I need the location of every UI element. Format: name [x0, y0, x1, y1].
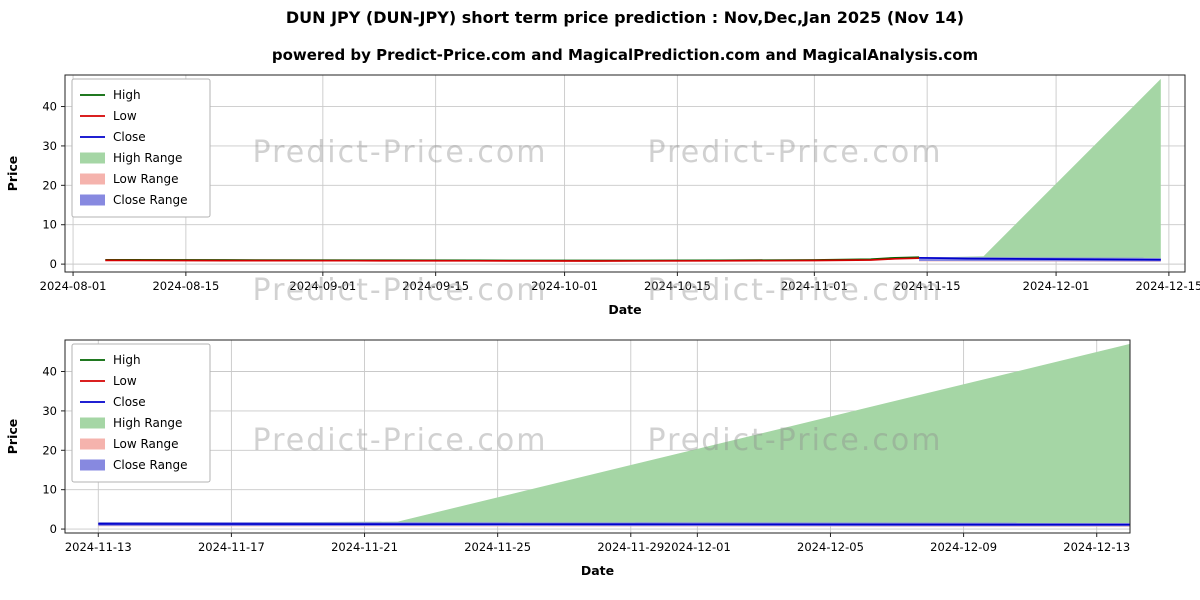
- series-low: [105, 257, 920, 262]
- legend: High Low Close High Range Low Range Close Ran…: [71, 78, 211, 218]
- x-tick-label: 2024-10-15: [644, 279, 711, 293]
- y-tick-label: 10: [42, 218, 57, 232]
- x-tick-label: 2024-11-13: [65, 540, 132, 554]
- legend-swatch-close-range: [80, 459, 105, 471]
- bottom-chart: 2024-11-13 2024-11-17 2024-11-21 2024-11-25…: [0, 335, 1200, 600]
- figure-title: DUN JPY (DUN-JPY) short term price predi…: [285, 8, 965, 27]
- x-axis-label: Date: [608, 302, 641, 317]
- legend-label: High: [113, 353, 141, 367]
- legend-label: High: [113, 88, 141, 102]
- series-high-range: [919, 78, 1161, 261]
- series-close: [919, 256, 1161, 261]
- x-tick-label: 2024-11-15: [894, 279, 961, 293]
- y-tick-label: 30: [42, 404, 57, 418]
- watermark-text: Predict-Price.com: [253, 135, 548, 170]
- y-tick-label: 10: [42, 483, 57, 497]
- legend-label: High Range: [113, 151, 182, 165]
- legend-swatch-low-range: [80, 173, 105, 185]
- watermark-text: Predict-Price.com: [253, 273, 548, 308]
- legend: High Low Close High Range Low Range Close Ran…: [71, 343, 211, 483]
- watermark-text: Predict-Price.com: [648, 273, 943, 308]
- y-tick-label: 40: [42, 100, 57, 114]
- legend-label: Close Range: [113, 193, 188, 207]
- plot-area: [65, 75, 1185, 272]
- x-tick-label: 2024-11-21: [331, 540, 398, 554]
- figure-subtitle: powered by Predict-Price.com and Magical…: [271, 46, 979, 64]
- x-tick-label: 2024-09-01: [289, 279, 356, 293]
- watermark-text: Predict-Price.com: [648, 423, 943, 458]
- x-tick-label: 2024-12-09: [930, 540, 997, 554]
- legend-swatch-high-range: [80, 417, 105, 429]
- x-tick-label: 2024-10-01: [531, 279, 598, 293]
- watermark-text: Predict-Price.com: [253, 423, 548, 458]
- x-tick-label: 2024-12-01: [1023, 279, 1090, 293]
- chart-canvas: 2024-08-01 2024-08-15 2024-09-01 2024-09-15…: [5, 74, 1200, 317]
- y-tick-label: 20: [42, 178, 57, 192]
- legend-swatch-close-range: [80, 194, 105, 206]
- legend-label: Close: [113, 130, 146, 144]
- legend-label: Low Range: [113, 437, 178, 451]
- y-axis-label: Price: [5, 419, 20, 455]
- legend-swatch-low-range: [80, 438, 105, 450]
- y-tick-label: 30: [42, 139, 57, 153]
- plot-border: [64, 339, 1131, 534]
- y-axis-label: Price: [5, 156, 20, 192]
- top-chart: 2024-08-01 2024-08-15 2024-09-01 2024-09-15…: [0, 70, 1200, 335]
- legend-swatch-high-range: [80, 152, 105, 164]
- x-axis-label: Date: [581, 563, 614, 578]
- x-tick-label: 2024-12-01: [664, 540, 731, 554]
- x-tick-label: 2024-11-01: [781, 279, 848, 293]
- x-tick-label: 2024-12-13: [1063, 540, 1130, 554]
- x-tick-label: 2024-08-01: [40, 279, 107, 293]
- series-close: [98, 523, 1131, 526]
- legend-box: [71, 343, 211, 483]
- legend-label: Low: [113, 374, 137, 388]
- x-tick-label: 2024-11-29: [597, 540, 664, 554]
- y-tick-label: 20: [42, 443, 57, 457]
- legend-box: [71, 78, 211, 218]
- y-tick-label: 0: [50, 257, 57, 271]
- x-tick-label: 2024-11-25: [464, 540, 531, 554]
- x-tick-label: 2024-11-17: [198, 540, 265, 554]
- legend-label: Close Range: [113, 458, 188, 472]
- x-tick-label: 2024-12-15: [1135, 279, 1200, 293]
- x-tick-label: 2024-12-05: [797, 540, 864, 554]
- series-high-range: [98, 343, 1130, 526]
- x-tick-label: 2024-08-15: [152, 279, 219, 293]
- plot-border: [64, 74, 1186, 273]
- watermark-text: Predict-Price.com: [648, 135, 943, 170]
- x-tick-label: 2024-09-15: [402, 279, 469, 293]
- y-tick-label: 0: [50, 522, 57, 536]
- y-tick-label: 40: [42, 365, 57, 379]
- legend-label: High Range: [113, 416, 182, 430]
- legend-label: Low: [113, 109, 137, 123]
- chart-canvas: 2024-11-13 2024-11-17 2024-11-21 2024-11-25…: [5, 339, 1131, 578]
- legend-label: Close: [113, 395, 146, 409]
- legend-label: Low Range: [113, 172, 178, 186]
